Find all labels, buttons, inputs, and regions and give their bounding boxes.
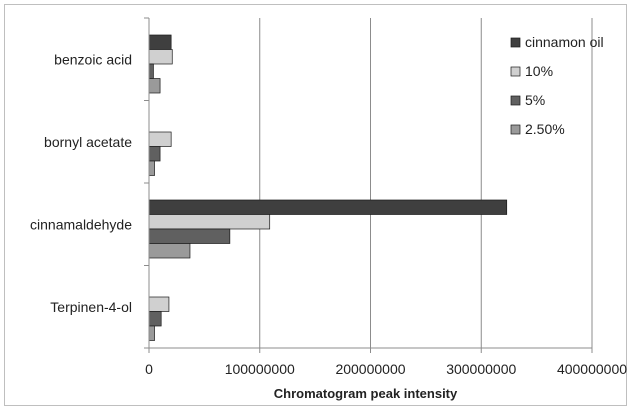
- x-tick-label: 300000000: [446, 361, 516, 377]
- legend-swatch: [510, 66, 521, 77]
- bar-2-50--bornyl-acetate: [148, 160, 155, 176]
- legend-swatch: [510, 37, 521, 48]
- bar-5--bornyl-acetate: [148, 146, 161, 162]
- legend-swatch: [510, 124, 521, 135]
- bar-2-50--cinnamaldehyde: [148, 243, 191, 259]
- category-label: bornyl acetate: [44, 134, 132, 150]
- x-tick-label: 200000000: [335, 361, 405, 377]
- legend-label: 5%: [525, 92, 545, 108]
- legend-swatch: [510, 95, 521, 106]
- category-label: Terpinen-4-ol: [50, 299, 132, 315]
- bar-cinnamon-oil-cinnamaldehyde: [148, 199, 508, 215]
- x-axis-title: Chromatogram peak intensity: [274, 386, 458, 401]
- x-tick-label: 400000000: [557, 361, 627, 377]
- category-label: benzoic acid: [54, 51, 132, 67]
- category-label: cinnamaldehyde: [30, 216, 132, 232]
- legend-label: 2.50%: [525, 121, 565, 137]
- bar-5--terpinen-4-ol: [148, 311, 162, 327]
- x-tick-label: 100000000: [225, 361, 295, 377]
- bar-2-50--terpinen-4-ol: [148, 325, 155, 341]
- bar-10--benzoic-acid: [148, 49, 173, 65]
- bar-10--cinnamaldehyde: [148, 214, 271, 230]
- bar-cinnamon-oil-benzoic-acid: [148, 34, 172, 50]
- legend-label: 10%: [525, 63, 553, 79]
- bar-5--cinnamaldehyde: [148, 228, 231, 244]
- bar-2-50--benzoic-acid: [148, 78, 161, 94]
- x-tick-label: 0: [145, 361, 153, 377]
- legend-label: cinnamon oil: [525, 34, 604, 50]
- bar-10--bornyl-acetate: [148, 131, 172, 147]
- bar-10--terpinen-4-ol: [148, 296, 170, 312]
- bar-5--benzoic-acid: [148, 63, 154, 79]
